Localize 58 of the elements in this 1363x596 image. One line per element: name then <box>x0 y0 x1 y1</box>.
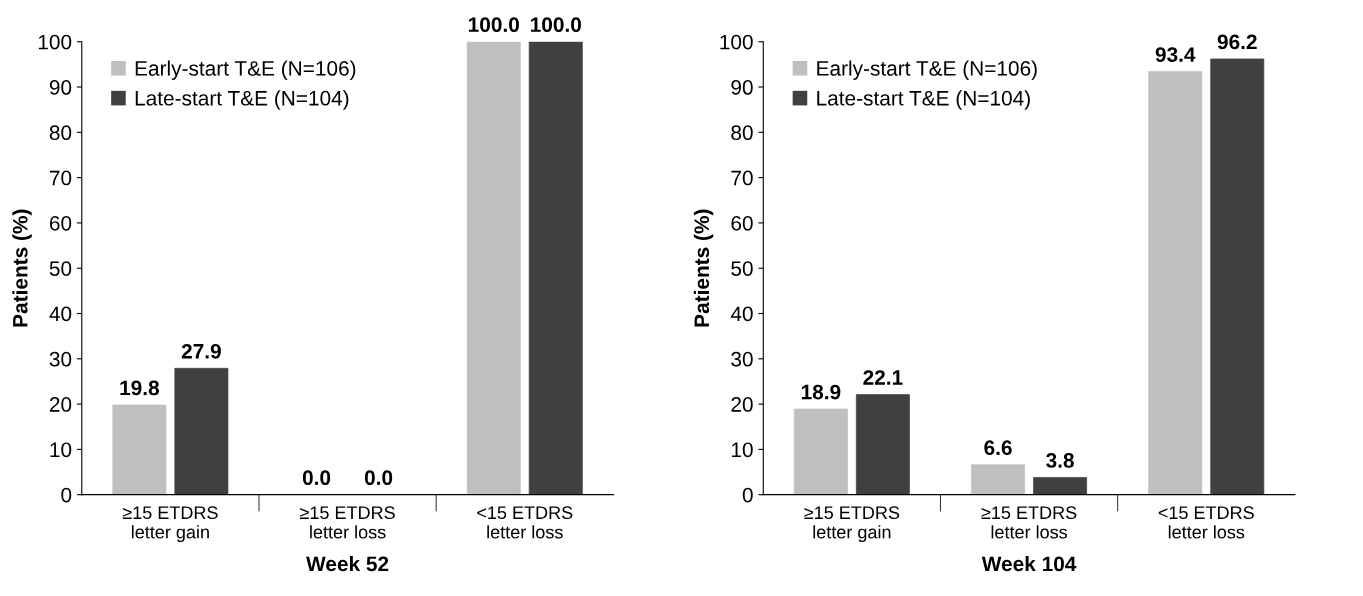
bar <box>112 404 167 495</box>
y-tick-label: 30 <box>731 351 753 367</box>
y-axis-title: Patients (%) <box>693 209 714 327</box>
bar <box>466 41 521 495</box>
y-tick-label: 80 <box>731 125 753 141</box>
bar <box>528 41 583 495</box>
data-label: 19.8 <box>120 380 159 396</box>
y-tick-label: 20 <box>731 397 753 412</box>
y-tick-label: 70 <box>731 170 753 186</box>
data-label: 0.0 <box>364 470 393 486</box>
x-tick-label: ≥15 ETDRS letter loss <box>981 506 1077 539</box>
x-tick-label: <15 ETDRS letter loss <box>1158 506 1254 539</box>
y-tick-label: 10 <box>731 442 753 458</box>
data-label: 18.9 <box>801 384 841 400</box>
bar <box>1210 58 1265 495</box>
x-tick-label: <15 ETDRS letter loss <box>477 506 573 539</box>
y-tick-label: 80 <box>49 125 72 141</box>
legend-label: Early-start T&E (N=106) <box>817 60 1037 80</box>
bar <box>793 408 848 495</box>
x-axis-title: Week 52 <box>306 555 389 572</box>
y-tick-label: 40 <box>730 306 753 322</box>
legend-label: Early-start T&E (N=106) <box>135 60 356 80</box>
data-label: 22.1 <box>863 370 903 385</box>
x-tick-label: ≥15 ETDRS letter loss <box>300 506 395 539</box>
data-label: 100.0 <box>531 17 581 33</box>
y-tick-label: 40 <box>49 306 72 322</box>
data-label: 27.9 <box>181 343 221 359</box>
y-tick-label: 70 <box>49 170 72 186</box>
data-label: 3.8 <box>1046 453 1074 468</box>
data-label: 0.0 <box>302 470 331 486</box>
data-label: 100.0 <box>468 17 519 33</box>
y-tick-label: 90 <box>731 80 753 95</box>
y-tick-label: 90 <box>49 80 72 95</box>
y-tick-label: 100 <box>720 34 753 50</box>
y-tick-label: 10 <box>50 442 72 458</box>
x-axis-title: Week 104 <box>981 555 1077 572</box>
bar <box>971 464 1025 495</box>
data-label: 6.6 <box>984 440 1012 456</box>
y-tick-label: 60 <box>731 215 753 231</box>
bar <box>1033 477 1087 495</box>
y-tick-label: 100 <box>38 34 72 50</box>
data-label: 96.2 <box>1217 34 1257 50</box>
bar <box>1148 71 1203 495</box>
y-tick-label: 0 <box>61 487 72 503</box>
y-tick-label: 50 <box>731 261 753 276</box>
data-label: 93.4 <box>1155 47 1196 62</box>
y-tick-label: 0 <box>742 487 753 503</box>
y-tick-label: 50 <box>49 261 72 276</box>
bar <box>855 394 910 495</box>
y-axis-title: Patients (%) <box>12 209 32 327</box>
legend-label: Late-start T&E (N=104) <box>817 90 1030 110</box>
x-tick-label: ≥15 ETDRS letter gain <box>122 506 218 543</box>
bar <box>174 367 229 495</box>
y-tick-label: 20 <box>49 397 72 412</box>
legend-label: Late-start T&E (N=104) <box>135 90 349 110</box>
x-tick-label: ≥15 ETDRS letter gain <box>804 506 900 543</box>
y-tick-label: 30 <box>49 351 72 367</box>
y-tick-label: 60 <box>49 215 72 231</box>
